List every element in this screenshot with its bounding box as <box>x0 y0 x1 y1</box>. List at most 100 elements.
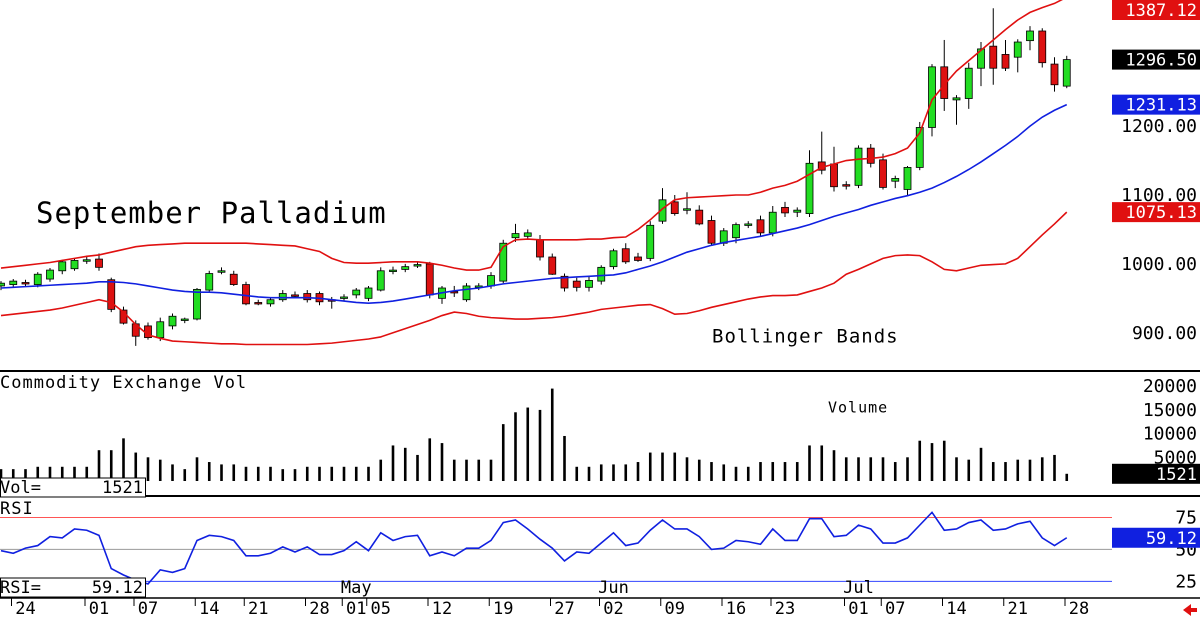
annotation: Volume <box>828 399 888 417</box>
volume-bar <box>648 452 652 481</box>
candle-body <box>1001 54 1010 69</box>
candle-body <box>756 219 765 234</box>
x-tick-label: 27 <box>554 599 574 617</box>
candle-body <box>0 282 5 287</box>
candle-body <box>634 256 642 261</box>
x-tick-label: 19 <box>493 599 513 617</box>
candle-body <box>46 269 54 280</box>
volume-bar <box>36 466 40 481</box>
candle-body <box>646 224 655 259</box>
volume-bar <box>991 462 995 481</box>
volume-bar <box>269 466 272 481</box>
caption-value: 59.12 <box>92 578 143 598</box>
value-box-label: 1296.50 <box>1125 51 1197 71</box>
volume-bar <box>1040 457 1044 481</box>
value-box <box>1112 463 1200 484</box>
candle-body <box>401 266 410 270</box>
candle-body <box>940 66 949 99</box>
candle-body <box>1026 30 1034 42</box>
x-tick-label: 02 <box>603 599 623 617</box>
x-tick-label: 28 <box>309 599 329 617</box>
candle-body <box>977 48 985 69</box>
volume-bar <box>857 457 860 481</box>
volume-bar <box>207 462 211 481</box>
candle-body <box>389 269 397 272</box>
volume-bar <box>391 445 395 481</box>
x-tick-label: 07 <box>138 599 158 617</box>
candle-body <box>1013 41 1022 58</box>
candle-body <box>1050 63 1059 86</box>
volume-bar <box>930 443 934 481</box>
candle-body <box>278 293 287 301</box>
candle-body <box>487 275 495 287</box>
value-box <box>1112 0 1200 20</box>
panel-title: September Palladium <box>36 196 387 230</box>
candle-body <box>107 279 116 310</box>
candle-body <box>352 289 361 296</box>
volume-bar <box>746 466 750 481</box>
x-tick-label: 09 <box>665 599 685 617</box>
volume-bar <box>832 450 836 481</box>
volume-bar <box>0 469 3 481</box>
volume-bar <box>220 464 223 481</box>
value-box-label: 59.12 <box>1146 529 1197 549</box>
candle-body <box>95 258 103 268</box>
candle-body <box>744 223 753 226</box>
volume-bar <box>122 438 125 481</box>
volume-bar <box>869 457 873 481</box>
candle-body <box>866 147 875 164</box>
candle-body <box>33 273 42 285</box>
volume-bar <box>563 435 566 481</box>
volume-bar <box>379 459 383 481</box>
volume-bar <box>452 459 456 481</box>
x-tick-label: 01 <box>346 599 366 617</box>
y-tick-label: 900.00 <box>1132 323 1197 344</box>
x-tick-label: 28 <box>1069 599 1089 617</box>
price-plot <box>0 0 1071 346</box>
candle-body <box>964 67 973 99</box>
volume-bar <box>1016 459 1020 481</box>
y-tick-label: 1200.00 <box>1121 116 1197 137</box>
volume-bar <box>538 409 542 481</box>
candle-body <box>511 233 520 239</box>
volume-bar <box>146 457 150 481</box>
volume-bar <box>477 459 481 481</box>
volume-bar <box>673 452 677 481</box>
volume-bar <box>318 466 321 481</box>
volume-bar <box>195 457 199 481</box>
x-tick-label: 14 <box>199 599 219 617</box>
y-tick-label: 25 <box>1175 571 1197 592</box>
candle-body <box>291 294 299 297</box>
candle-body <box>989 45 998 69</box>
volume-bar <box>881 457 885 481</box>
volume-bar <box>354 466 358 481</box>
candle-body <box>768 211 777 234</box>
candle-body <box>364 287 373 299</box>
value-box <box>1112 202 1200 223</box>
candle-body <box>891 178 900 182</box>
candle-body <box>854 147 863 186</box>
volume-bar <box>73 466 76 481</box>
volume-bar <box>330 466 334 481</box>
volume-bar <box>489 459 493 481</box>
value-box-label: 1521 <box>1156 465 1197 485</box>
candle-body <box>242 284 250 305</box>
volume-bar <box>795 462 799 481</box>
candle-body <box>217 270 226 273</box>
volume-bar <box>171 464 174 481</box>
volume-bar <box>514 412 517 481</box>
candle-body <box>952 97 961 101</box>
x-tick-label: 21 <box>248 599 268 617</box>
y-tick-label: 10000 <box>1143 424 1197 445</box>
y-tick-label: 5000 <box>1154 447 1197 468</box>
candle-body <box>781 206 789 214</box>
candle-body <box>842 184 851 187</box>
volume-bar <box>1004 462 1007 481</box>
candle-body <box>903 167 912 190</box>
x-tick-label: 01 <box>848 599 868 617</box>
x-tick-label: 23 <box>775 599 795 617</box>
volume-bar <box>1028 459 1032 481</box>
candle-body <box>830 163 838 188</box>
